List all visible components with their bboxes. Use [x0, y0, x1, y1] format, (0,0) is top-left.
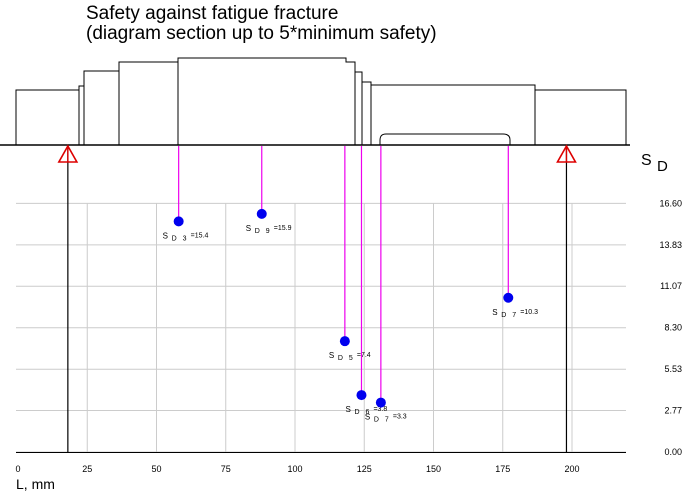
- data-point-label: S D 3 =15.4: [163, 231, 209, 242]
- grid: [16, 202, 626, 453]
- label-symbol: S: [365, 413, 370, 422]
- data-point: [356, 390, 367, 401]
- data-point: [503, 292, 514, 303]
- y-tick-label: 13.83: [659, 240, 682, 250]
- label-symbol: S: [329, 351, 334, 360]
- x-tick-label: 25: [82, 464, 92, 474]
- shaft-outline: [0, 57, 630, 146]
- label-value: =7.4: [357, 352, 371, 359]
- data-point-label: S D 7 =3.3: [365, 413, 407, 424]
- y-tick-label: 8.30: [664, 323, 682, 333]
- x-tick-label: 50: [151, 464, 161, 474]
- chart-title-line2: (diagram section up to 5*minimum safety): [86, 23, 437, 44]
- label-symbol: S: [246, 224, 251, 233]
- x-axis-label: L, mm: [16, 476, 55, 492]
- y-tick-label: 11.07: [660, 281, 682, 291]
- label-subscript-d: D: [172, 235, 177, 242]
- data-point: [375, 397, 386, 408]
- label-subscript-d: D: [354, 409, 359, 416]
- label-index: 5: [349, 355, 353, 362]
- label-index: 7: [512, 312, 516, 319]
- data-point-label: S D 9 =15.9: [246, 224, 292, 235]
- y-tick-label: 5.53: [664, 364, 682, 374]
- label-index: 7: [385, 417, 389, 424]
- y-tick-label: 2.77: [664, 406, 682, 416]
- label-symbol: S: [345, 405, 350, 414]
- label-value: =10.3: [520, 309, 538, 316]
- data-point-label: S D 5 =7.4: [329, 351, 371, 362]
- x-tick-label: 200: [564, 464, 579, 474]
- chart-title: Safety against fatigue fracture (diagram…: [86, 4, 437, 44]
- x-tick-label: 75: [221, 464, 231, 474]
- keyway: [379, 133, 511, 145]
- x-tick-label: 175: [495, 464, 510, 474]
- label-subscript-d: D: [255, 228, 260, 235]
- label-subscript-d: D: [338, 355, 343, 362]
- x-tick-label: 100: [287, 464, 302, 474]
- y-axis-label-d: D: [657, 158, 668, 175]
- data-point: [256, 208, 267, 219]
- y-tick-label: 0.00: [664, 447, 682, 457]
- data-point: [339, 336, 350, 347]
- label-value: =3.8: [373, 406, 387, 413]
- y-tick-label: 16.60: [659, 198, 682, 208]
- label-value: =15.4: [191, 232, 209, 239]
- data-point: [173, 216, 184, 227]
- label-value: =3.3: [393, 414, 407, 421]
- x-tick-label: 0: [15, 464, 20, 474]
- x-tick-label: 125: [357, 464, 372, 474]
- supports: [57, 144, 577, 452]
- shaft-profile: [15, 57, 627, 145]
- label-index: 6: [365, 409, 369, 416]
- label-subscript-d: D: [501, 312, 506, 319]
- chart-title-line1: Safety against fatigue fracture: [86, 3, 339, 24]
- label-subscript-d: D: [374, 417, 379, 424]
- y-axis-label-s: S: [641, 152, 652, 169]
- label-index: 9: [266, 228, 270, 235]
- label-symbol: S: [492, 308, 497, 317]
- label-symbol: S: [163, 231, 168, 240]
- label-index: 3: [183, 235, 187, 242]
- data-points: S D 3 =15.4S D 9 =15.9S D 5 =7.4S D 6 =3.8S D 7 =3.3S D 7…: [163, 146, 538, 424]
- data-point-label: S D 7 =10.3: [492, 308, 538, 319]
- x-tick-label: 150: [426, 464, 441, 474]
- data-point-label: S D 6 =3.8: [345, 405, 387, 416]
- label-value: =15.9: [274, 225, 292, 232]
